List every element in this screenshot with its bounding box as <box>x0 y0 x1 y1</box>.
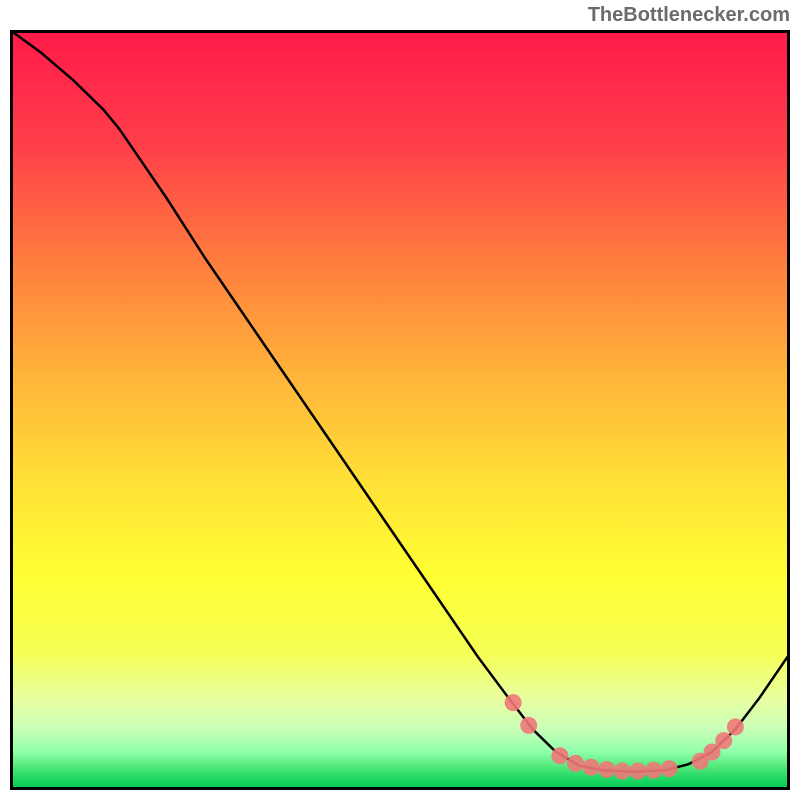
data-marker <box>661 760 678 777</box>
data-marker <box>715 732 732 749</box>
data-marker <box>567 755 584 772</box>
watermark-text: TheBottlenecker.com <box>588 4 790 27</box>
data-marker <box>629 763 646 780</box>
data-marker <box>551 747 568 764</box>
data-marker <box>645 762 662 779</box>
plot-area <box>10 30 790 790</box>
data-marker <box>727 718 744 735</box>
data-marker <box>520 717 537 734</box>
gradient-background <box>10 30 790 790</box>
data-marker <box>614 763 631 780</box>
data-marker <box>505 694 522 711</box>
data-marker <box>583 759 600 776</box>
chart-svg <box>10 30 790 790</box>
chart-container: TheBottlenecker.com <box>0 0 800 800</box>
data-marker <box>598 761 615 778</box>
